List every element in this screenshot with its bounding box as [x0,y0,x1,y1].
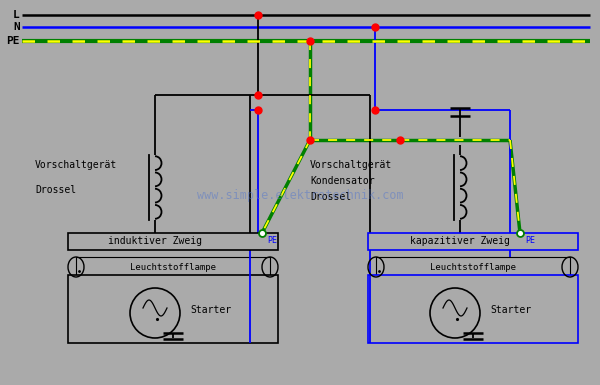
Text: Vorschaltgerät: Vorschaltgerät [35,160,117,170]
Bar [68,275,278,343]
Text: PE: PE [7,36,20,46]
Text: Starter: Starter [490,305,531,315]
Text: www.simple.elektrotechnik.com: www.simple.elektrotechnik.com [197,189,403,201]
Text: Kondensator: Kondensator [310,176,374,186]
Text: Leuchtstofflampe: Leuchtstofflampe [430,263,516,271]
Text: Starter: Starter [190,305,231,315]
Text: PE: PE [267,236,277,245]
Circle shape [130,288,180,338]
Text: Vorschaltgerät: Vorschaltgerät [310,160,392,170]
Bar [368,233,578,250]
Bar [368,275,578,343]
Text: L: L [13,10,20,20]
Text: kapazitiver Zweig: kapazitiver Zweig [410,236,510,246]
Text: N: N [13,22,20,32]
Text: Leuchtstofflampe: Leuchtstofflampe [130,263,216,271]
Bar [376,257,570,277]
Bar [76,257,270,277]
Bar [68,233,278,250]
Text: Drossel: Drossel [35,185,76,195]
Text: induktiver Zweig: induktiver Zweig [108,236,202,246]
Circle shape [430,288,480,338]
Text: PE: PE [525,236,535,245]
Text: Drossel: Drossel [310,192,351,202]
